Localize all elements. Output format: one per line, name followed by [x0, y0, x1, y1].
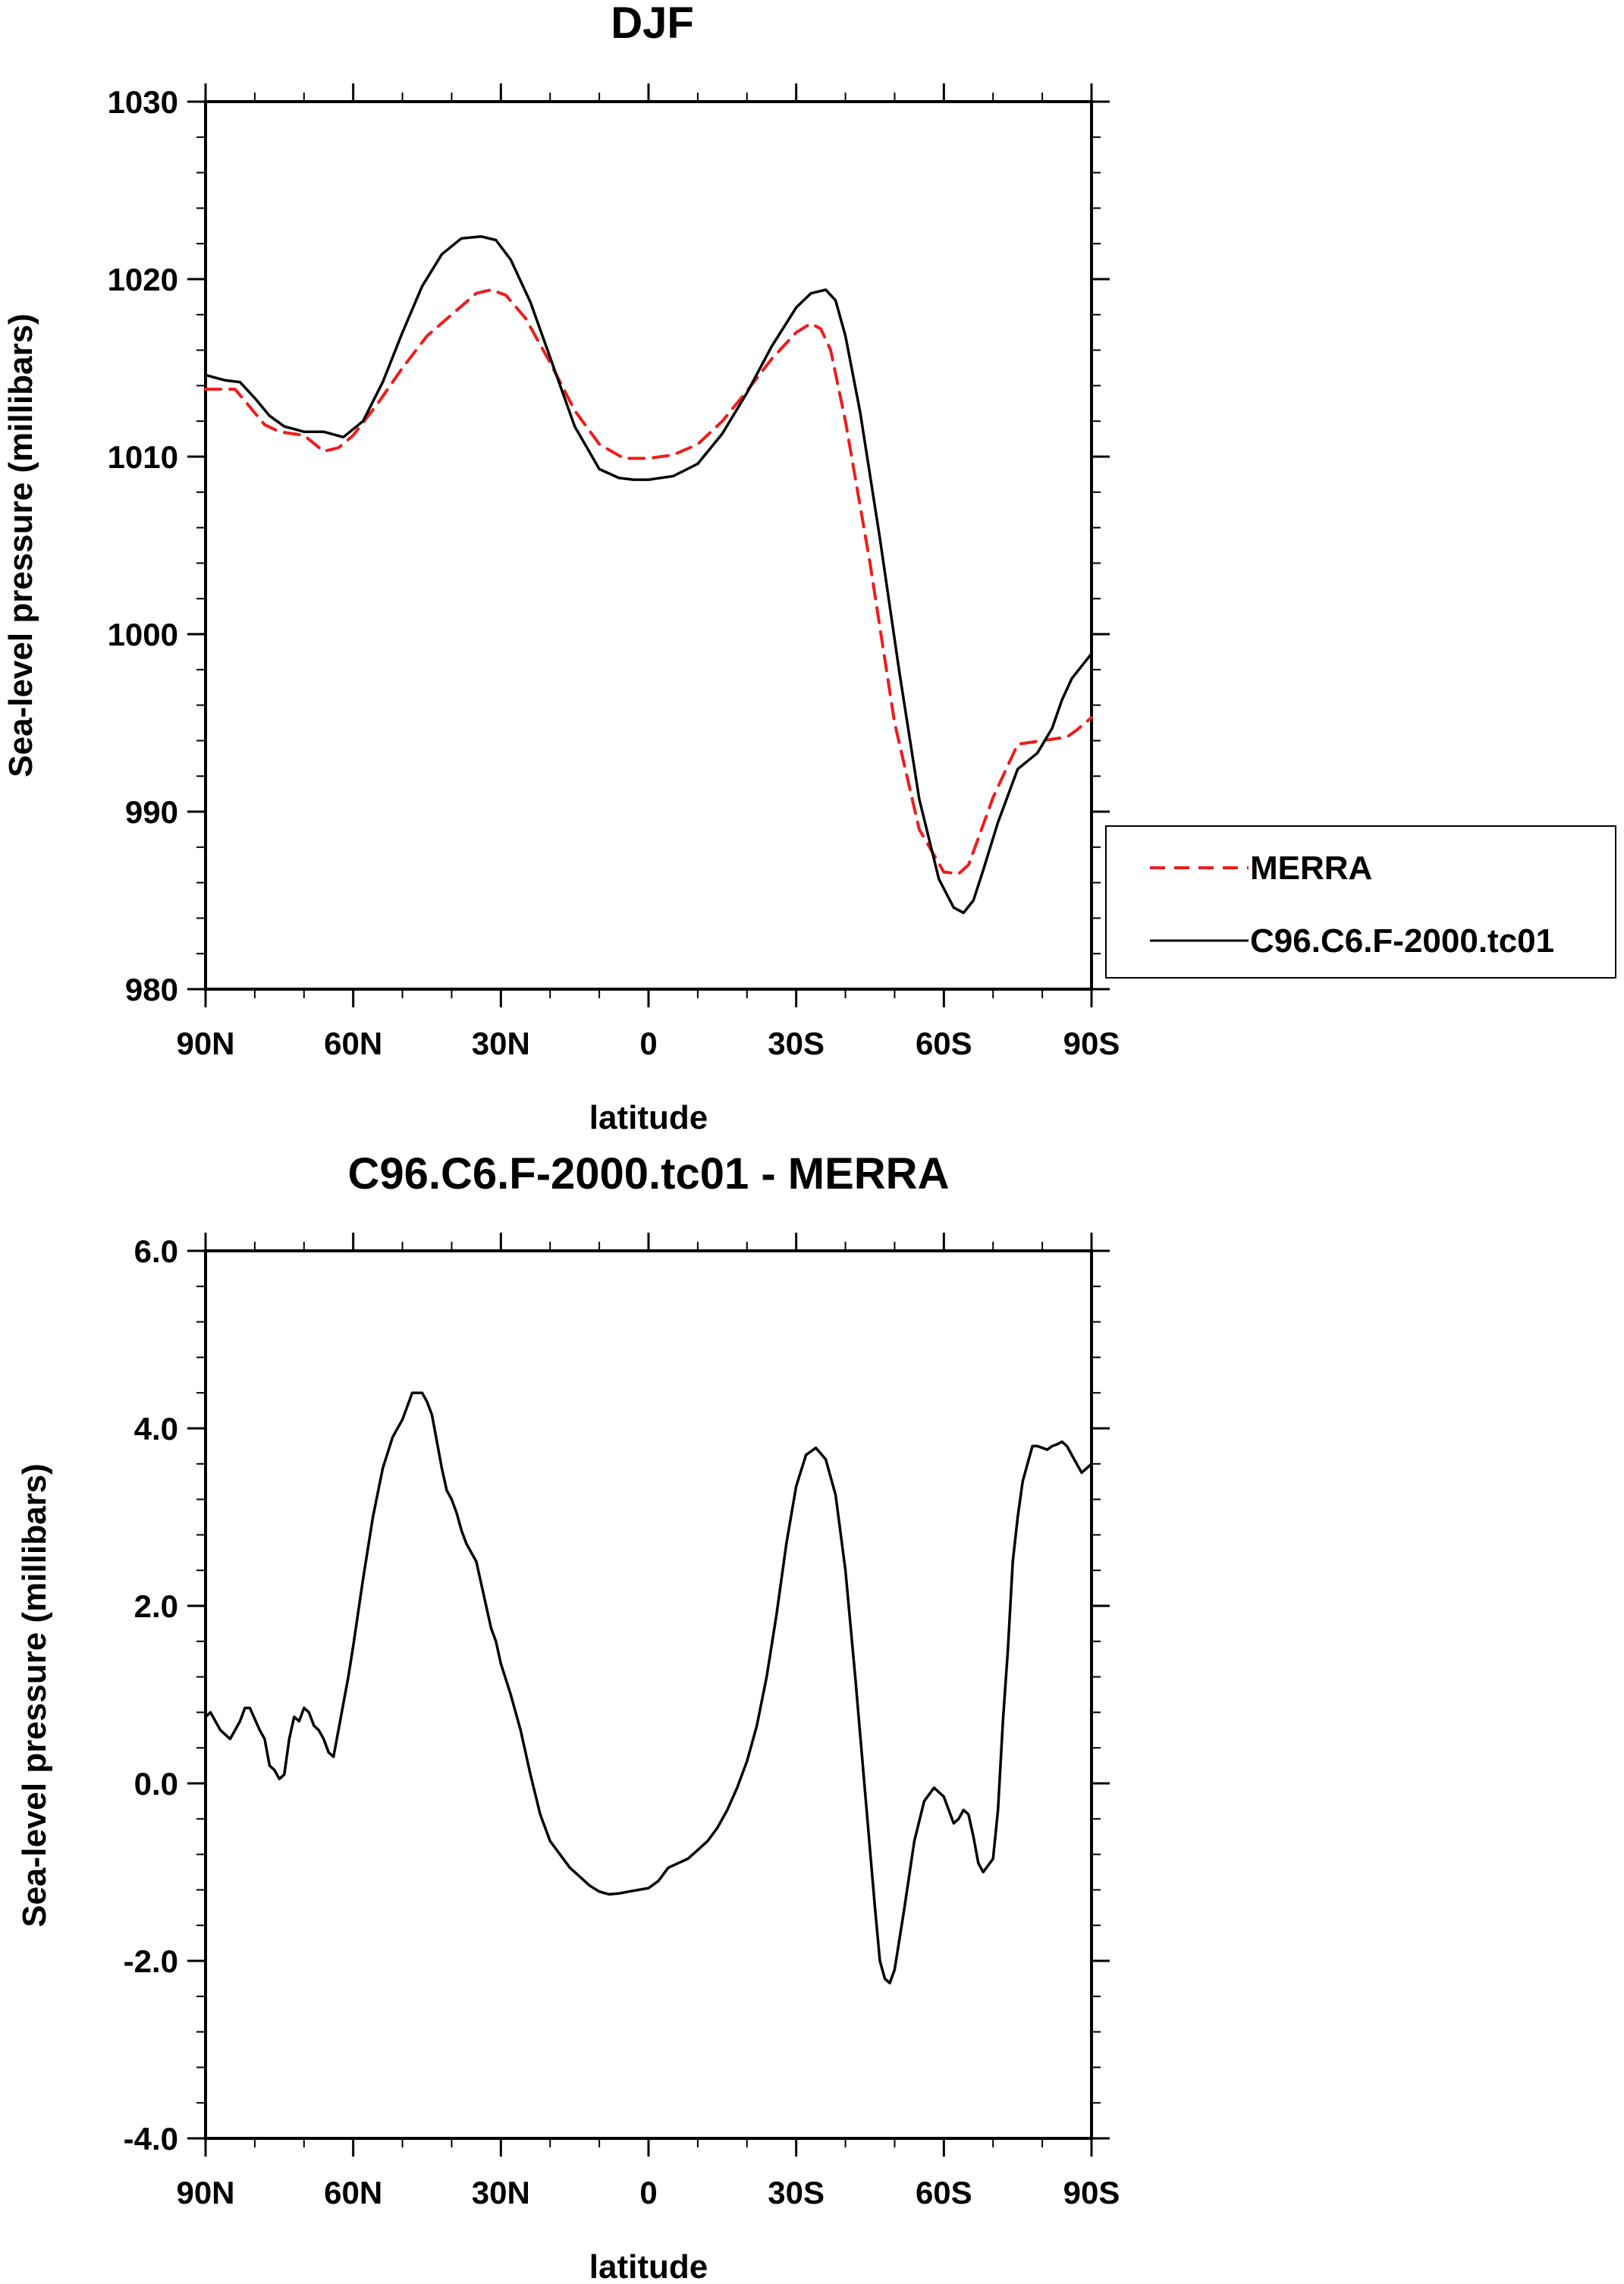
panel-bottom-y-tick-label: -2.0: [124, 1943, 178, 1979]
panel-bottom-y-tick-label: 6.0: [134, 1233, 178, 1269]
panel-top-y-tick-label: 1000: [108, 617, 178, 652]
panel-bottom-x-tick-label: 60N: [324, 2175, 382, 2210]
panel-top-x-tick-label: 90N: [176, 1026, 234, 1061]
panel-bottom-x-tick-label: 30N: [472, 2175, 530, 2210]
panel-bottom-x-axis-label: latitude: [589, 2248, 708, 2284]
panel-top-y-tick-label: 1010: [108, 439, 178, 475]
panel-bottom-y-tick-label: -4.0: [124, 2121, 178, 2157]
panel-top-title: DJF: [611, 0, 694, 48]
panel-bottom-y-tick-labels: -4.0 -2.0 0.0 2.0 4.0 6.0: [124, 1233, 178, 2157]
panel-top-y-tick-label: 1020: [108, 262, 178, 297]
panel-top-plot-frame: [204, 100, 1093, 991]
panel-bottom-y-tick-label: 4.0: [134, 1411, 178, 1447]
panel-top-x-axis-label: latitude: [589, 1099, 708, 1136]
panel-bottom-x-tick-labels: 90N 60N 30N 0 30S 60S 90S: [176, 2175, 1120, 2210]
panel-bottom-x-tick-label: 90S: [1063, 2175, 1120, 2210]
panel-bottom-x-tick-label: 90N: [176, 2175, 234, 2210]
panel-bottom-ticks: [187, 1233, 1110, 2157]
panel-top-series-line-merra: [204, 288, 1093, 875]
panel-top-x-tick-label: 60N: [324, 1026, 382, 1061]
panel-top-y-tick-labels: 980 990 1000 1010 1020 1030: [108, 84, 178, 1007]
panel-bottom-x-tick-label: 0: [639, 2175, 657, 2210]
panel-top-x-tick-label: 0: [639, 1026, 657, 1061]
panel-bottom-series-line-model: [204, 1391, 1093, 1985]
panel-top-x-tick-label: 60S: [916, 1026, 972, 1061]
panel-top-x-tick-label: 30N: [472, 1026, 530, 1061]
panel-bottom-series: [204, 1391, 1093, 1985]
panel-bottom-title: C96.C6.F-2000.tc01 - MERRA: [348, 1149, 950, 1199]
panel-top-ticks: [187, 83, 1110, 1007]
panel-top-x-tick-label: 90S: [1063, 1026, 1120, 1061]
panel-top-series-line-model: [204, 235, 1093, 915]
panel-bottom-y-axis-label: Sea-level pressure (millibars): [16, 1463, 53, 1927]
panel-top-x-tick-labels: 90N 60N 30N 0 30S 60S 90S: [176, 1026, 1120, 1061]
panel-top-djf: DJF 980 990 1000 1010 1020 1030 90N 60N 30N 0 30S…: [2, 0, 1616, 1136]
panel-bottom-x-tick-label: 60S: [916, 2175, 972, 2210]
panel-bottom-plot-frame: [204, 1249, 1093, 2140]
panel-bottom-y-tick-label: 2.0: [134, 1588, 178, 1624]
legend: MERRA C96.C6.F-2000.tc01: [1105, 825, 1616, 979]
panel-top-y-axis-label: Sea-level pressure (millibars): [2, 313, 39, 777]
legend-box: [1105, 825, 1616, 979]
panel-bottom-difference: C96.C6.F-2000.tc01 - MERRA -4.0 -2.0 0.0 2.…: [16, 1149, 1120, 2284]
panel-bottom-x-tick-label: 30S: [768, 2175, 825, 2210]
legend-label-merra: MERRA: [1250, 850, 1372, 887]
legend-label-model: C96.C6.F-2000.tc01: [1250, 922, 1554, 960]
panel-top-y-tick-label: 990: [125, 794, 178, 830]
panel-top-y-tick-label: 980: [125, 972, 178, 1007]
panel-top-y-tick-label: 1030: [108, 84, 178, 120]
panel-top-x-tick-label: 30S: [768, 1026, 825, 1061]
panel-bottom-y-tick-label: 0.0: [134, 1766, 178, 1802]
panel-top-series: [204, 235, 1093, 915]
